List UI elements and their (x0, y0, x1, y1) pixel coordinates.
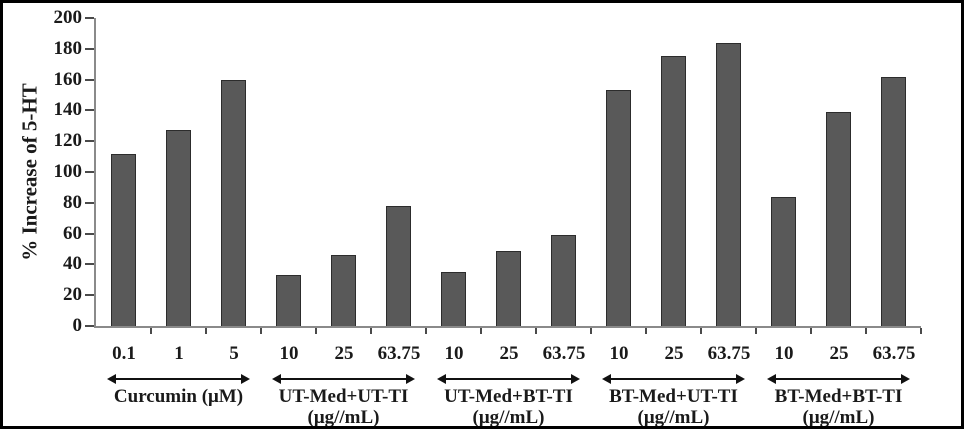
y-tick-label: 200 (53, 7, 83, 28)
y-tick-label: 80 (63, 191, 82, 213)
x-axis-tick (755, 328, 757, 334)
group-unit-label: (μg//mL) (637, 407, 710, 428)
x-axis-tick (810, 328, 812, 334)
arrow-shaft (444, 378, 573, 380)
x-tick-label: 25 (664, 343, 684, 364)
x-tick-label: 63.75 (872, 343, 916, 364)
arrowhead-left-icon (272, 374, 281, 384)
y-tick-label: 140 (53, 99, 83, 121)
x-tick-label: 1 (174, 343, 184, 364)
x-tick-label: 63.75 (542, 343, 586, 364)
bar (111, 154, 136, 326)
arrow-shaft (279, 378, 408, 380)
x-axis-tick (920, 328, 922, 334)
y-tick-label: 160 (53, 68, 83, 90)
x-axis-tick (205, 328, 207, 334)
y-tick-label: 40 (63, 253, 82, 275)
y-axis-tick (85, 325, 94, 327)
arrowhead-right-icon (571, 374, 580, 384)
bar (826, 112, 851, 326)
group-unit-label: (μg//mL) (472, 407, 545, 428)
y-axis-tick (85, 263, 94, 266)
x-tick-label: 25 (499, 343, 519, 364)
y-tick-label: 180 (53, 37, 83, 59)
group-label: Curcumin (μM) (113, 386, 244, 407)
plot-area: 0 20 40 60 80 100 120 140 160 180 200 0.1 1 5 10 25 63.7… (54, 8, 922, 426)
group-unit-label: (μg//mL) (307, 407, 380, 428)
group-range-arrow (107, 374, 250, 384)
arrowhead-left-icon (767, 374, 776, 384)
x-tick-label: 10 (279, 343, 299, 364)
arrowhead-right-icon (736, 374, 745, 384)
group-range-arrow (437, 374, 580, 384)
x-axis-tick (480, 328, 482, 334)
x-tick-label: 10 (609, 343, 629, 364)
y-axis-tick (85, 171, 94, 173)
y-axis-tick (85, 109, 94, 112)
x-tick-label: 10 (774, 343, 794, 364)
y-tick-label: 20 (63, 284, 82, 306)
x-tick-label: 10 (444, 343, 464, 364)
group-range-arrow (767, 374, 910, 384)
x-axis-tick (700, 328, 702, 334)
group-label: UT-Med+BT-TI (444, 386, 573, 407)
x-tick-label: 63.75 (377, 343, 421, 364)
group-label: UT-Med+UT-TI (278, 386, 409, 407)
x-axis-tick (370, 328, 372, 334)
x-tick-label: 25 (829, 343, 849, 364)
x-axis-tick (260, 328, 262, 334)
x-tick-label: 5 (229, 343, 239, 364)
arrow-shaft (114, 378, 243, 380)
arrowhead-left-icon (437, 374, 446, 384)
bar (881, 77, 906, 326)
x-axis-tick (535, 328, 537, 334)
group-label: BT-Med+UT-TI (609, 386, 738, 407)
bar (496, 251, 521, 326)
bar (166, 130, 191, 326)
group-label: BT-Med+BT-TI (774, 386, 903, 407)
bar (331, 255, 356, 326)
bar (386, 206, 411, 326)
bar (716, 43, 741, 326)
bar (661, 56, 686, 326)
x-tick-label: 0.1 (112, 343, 136, 364)
bar (606, 90, 631, 326)
group-unit-label: (μg//mL) (802, 407, 875, 428)
y-tick-label: 100 (53, 161, 83, 182)
y-axis-tick (85, 140, 94, 143)
y-axis-tick (85, 17, 94, 19)
x-tick-label: 25 (334, 343, 354, 364)
bar (771, 197, 796, 326)
x-axis-tick (590, 328, 592, 334)
x-axis-tick (645, 328, 647, 334)
bar (551, 235, 576, 326)
x-axis-tick (425, 328, 427, 334)
y-axis-tick (85, 47, 94, 50)
y-axis-tick (85, 78, 94, 81)
arrow-shaft (609, 378, 738, 380)
bar (221, 80, 246, 326)
bar (276, 275, 301, 326)
y-tick-label: 0 (72, 315, 83, 336)
x-axis-tick (865, 328, 867, 334)
arrowhead-left-icon (602, 374, 611, 384)
x-tick-label: 63.75 (707, 343, 751, 364)
x-axis-tick (315, 328, 317, 334)
arrowhead-left-icon (107, 374, 116, 384)
arrowhead-right-icon (406, 374, 415, 384)
group-range-arrow (602, 374, 745, 384)
arrow-shaft (774, 378, 903, 380)
bar (441, 272, 466, 326)
arrowhead-right-icon (901, 374, 910, 384)
y-axis-tick (85, 232, 94, 235)
arrowhead-right-icon (241, 374, 250, 384)
y-axis-tick (85, 294, 94, 297)
y-tick-label: 60 (63, 222, 82, 244)
y-tick-label: 120 (53, 130, 83, 152)
x-axis-tick (150, 328, 152, 334)
y-axis-tick (85, 201, 94, 204)
group-range-arrow (272, 374, 415, 384)
